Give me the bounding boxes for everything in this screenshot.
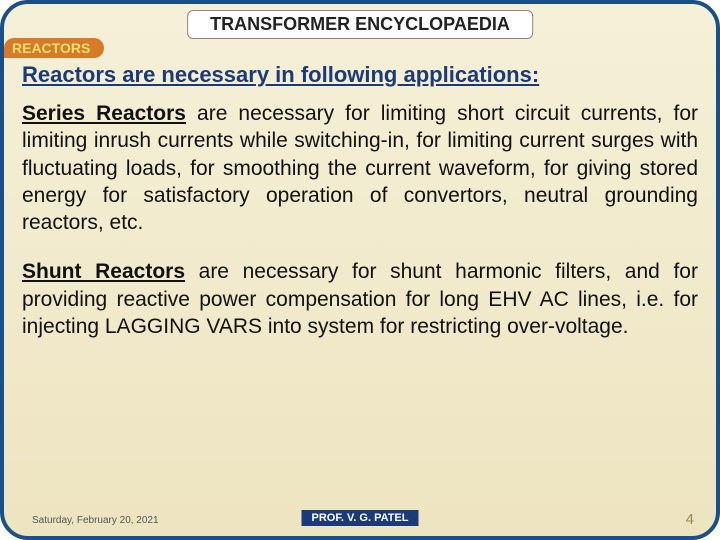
paragraph-shunt: Shunt Reactors are necessary for shunt h… xyxy=(22,258,698,340)
content-area: Reactors are necessary in following appl… xyxy=(22,62,698,362)
section-text: REACTORS xyxy=(12,40,90,56)
paragraph-series: Series Reactors are necessary for limiti… xyxy=(22,100,698,236)
title-text: TRANSFORMER ENCYCLOPAEDIA xyxy=(210,14,510,34)
series-lead: Series Reactors xyxy=(22,102,186,125)
footer-date: Saturday, February 20, 2021 xyxy=(32,515,159,526)
title-badge: TRANSFORMER ENCYCLOPAEDIA xyxy=(187,10,533,39)
section-badge: REACTORS xyxy=(4,38,104,58)
slide-container: TRANSFORMER ENCYCLOPAEDIA REACTORS React… xyxy=(0,0,720,540)
footer-professor: PROF. V. G. PATEL xyxy=(302,510,419,526)
footer-page-number: 4 xyxy=(686,511,694,528)
content-heading: Reactors are necessary in following appl… xyxy=(22,62,698,88)
shunt-lead: Shunt Reactors xyxy=(22,260,185,283)
